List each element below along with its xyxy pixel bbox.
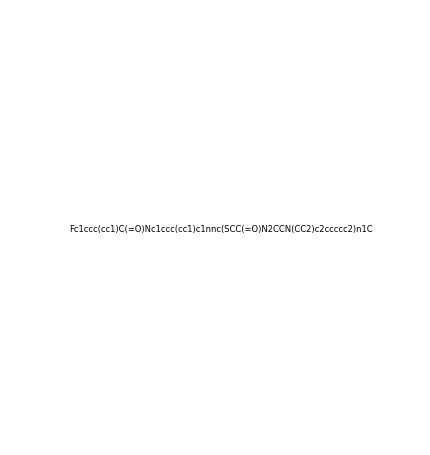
Text: Fc1ccc(cc1)C(=O)Nc1ccc(cc1)c1nnc(SCC(=O)N2CCN(CC2)c2ccccc2)n1C: Fc1ccc(cc1)C(=O)Nc1ccc(cc1)c1nnc(SCC(=O)… [69, 225, 372, 234]
